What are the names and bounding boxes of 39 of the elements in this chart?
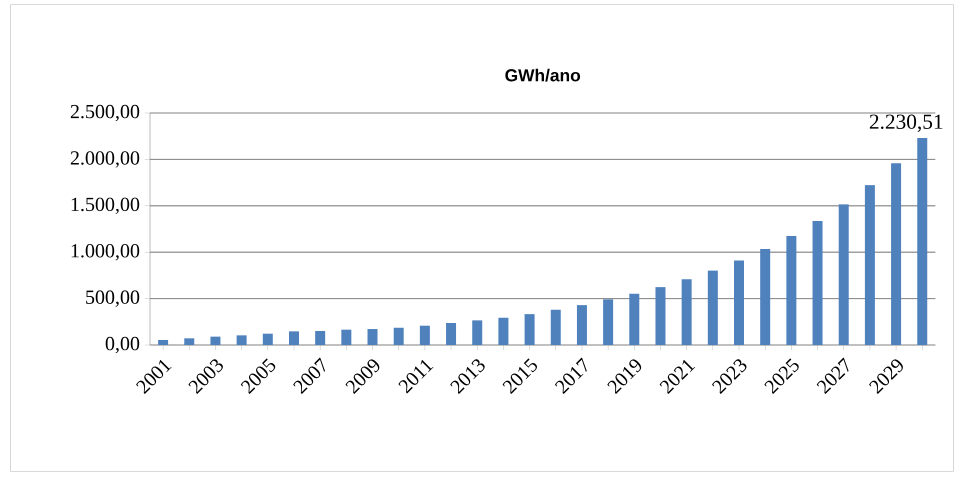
bar [550, 310, 561, 345]
y-tick-label: 1.500,00 [72, 198, 140, 214]
bar [734, 260, 744, 345]
y-tick-label: 2.500,00 [70, 104, 140, 122]
bar [288, 331, 299, 345]
bar [341, 330, 352, 345]
bar [236, 335, 247, 345]
bar [315, 330, 326, 345]
bar [786, 236, 796, 345]
y-tick-label: 0,00 [106, 336, 140, 354]
chart-title: GWh/ano [505, 68, 580, 82]
bar [420, 326, 430, 345]
bar [891, 163, 902, 345]
bar [682, 279, 692, 345]
bar [184, 338, 194, 345]
bar [498, 318, 508, 345]
bar [838, 204, 849, 345]
bar [210, 336, 220, 345]
bar [262, 334, 273, 345]
x-tick-label: 2011 [398, 360, 434, 394]
y-tick-label: 500,00 [86, 290, 140, 307]
bar [446, 323, 456, 345]
bar [917, 138, 928, 345]
data-label: 2.230,51 [870, 114, 942, 132]
bar [708, 270, 718, 345]
bar [524, 314, 535, 345]
bar [812, 221, 823, 345]
bar [368, 329, 378, 345]
bar [629, 294, 640, 345]
bar [655, 287, 666, 345]
bar [760, 248, 770, 345]
bar [158, 340, 168, 345]
y-tick-label: 1.000,00 [72, 244, 140, 260]
bar [864, 185, 875, 345]
y-tick-label: 2.000,00 [70, 151, 140, 168]
bar [394, 328, 404, 345]
bar [576, 305, 587, 345]
bar [603, 299, 614, 345]
bar [472, 320, 482, 345]
